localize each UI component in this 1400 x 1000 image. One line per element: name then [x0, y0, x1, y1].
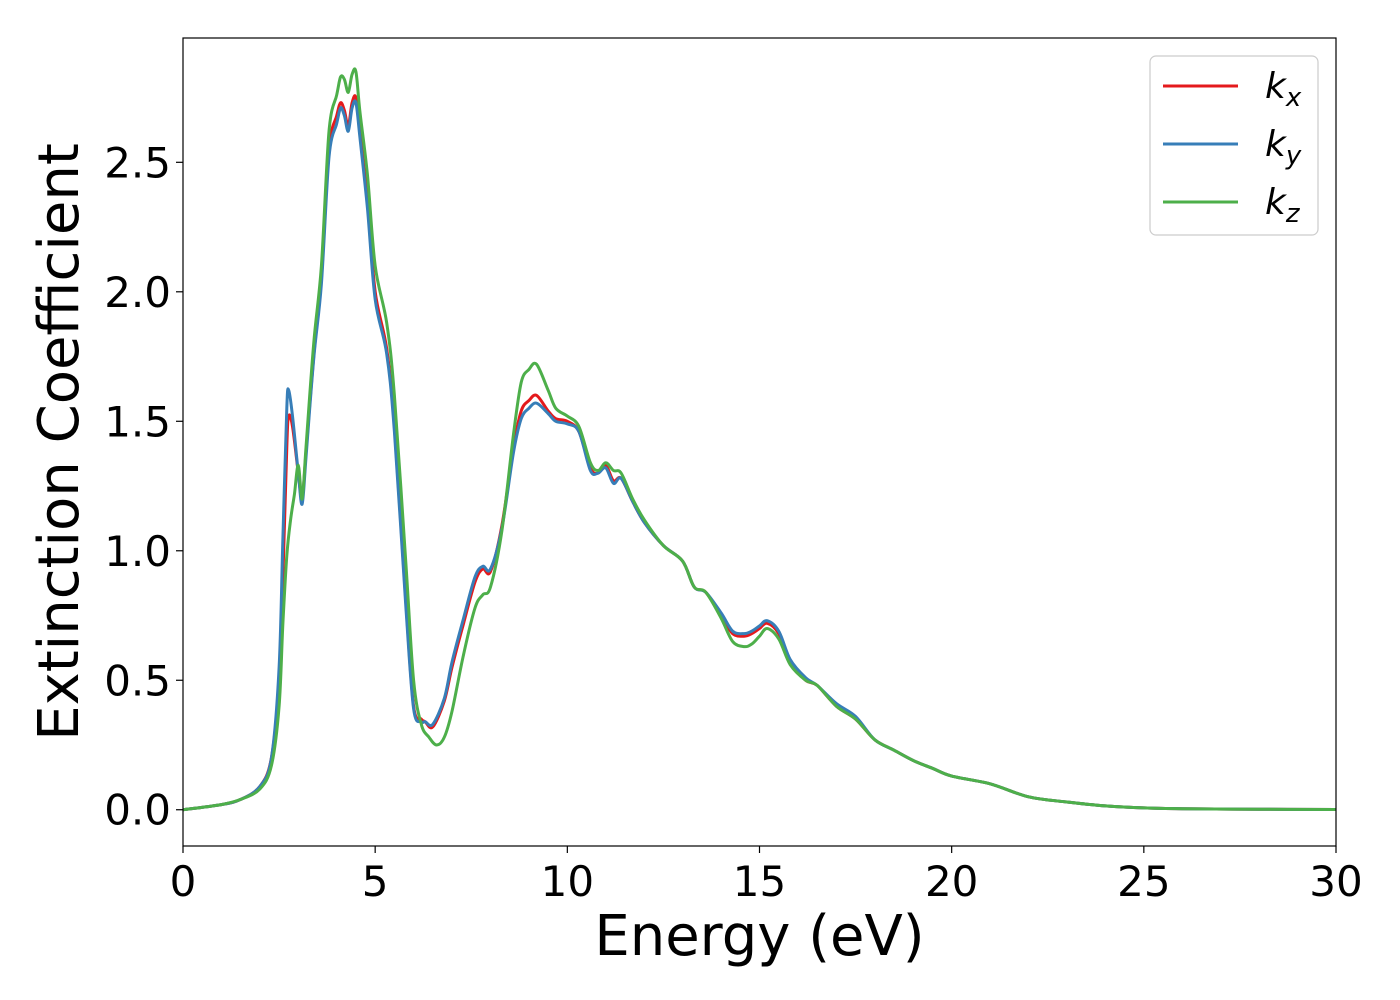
x-tick-label: 15 [733, 857, 786, 906]
legend-label-kx: kx [1265, 66, 1302, 113]
y-axis-ticks: 0.0 0.5 1.0 1.5 2.0 2.5 [104, 138, 183, 835]
legend-label-ky: ky [1265, 124, 1302, 171]
x-tick-label: 30 [1309, 857, 1362, 906]
y-tick-label: 2.0 [104, 268, 171, 317]
legend: kx ky kz [1149, 55, 1319, 236]
x-tick-label: 10 [541, 857, 594, 906]
x-tick-label: 25 [1117, 857, 1170, 906]
y-tick-label: 0.0 [104, 786, 171, 835]
y-tick-label: 1.0 [104, 527, 171, 576]
y-tick-label: 0.5 [104, 656, 171, 705]
x-axis-ticks: 0 5 10 15 20 25 30 [170, 846, 1363, 906]
series-lines [183, 67, 1336, 812]
y-tick-label: 1.5 [104, 397, 171, 446]
x-tick-label: 0 [170, 857, 197, 906]
y-axis-title: Extinction Coefficient [27, 143, 92, 741]
legend-label-kz: kz [1265, 182, 1301, 229]
series-line-kz [183, 67, 1336, 812]
x-tick-label: 20 [925, 857, 978, 906]
y-tick-label: 2.5 [104, 138, 171, 187]
x-axis-title: Energy (eV) [594, 904, 924, 969]
x-tick-label: 5 [362, 857, 389, 906]
